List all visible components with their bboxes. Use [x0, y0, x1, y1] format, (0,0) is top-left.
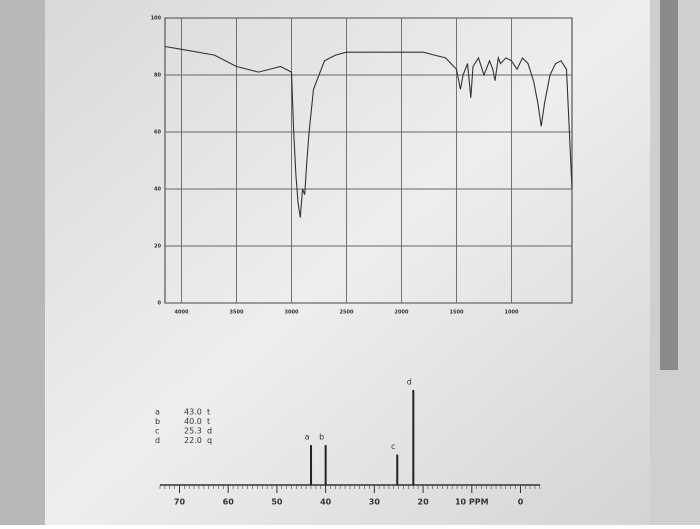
x-tick-label: 40 — [320, 498, 332, 507]
assignment-cell: 22.0 — [184, 436, 202, 445]
assignment-cell: t — [207, 417, 210, 426]
x-tick-label: 60 — [223, 498, 235, 507]
plots: 0 20 40 60 80 100 4000 3500 3000 2500 2000 1500 1000… — [151, 16, 573, 507]
x-tick-label: 3000 — [285, 310, 299, 316]
x-tick-label: 0 — [518, 498, 524, 507]
y-tick-label: 0 — [158, 301, 162, 307]
scroll-bar — [660, 0, 678, 370]
paper — [45, 0, 650, 525]
peak-label: c — [391, 442, 395, 451]
assignment-cell: d — [155, 436, 160, 445]
x-tick-label: 30 — [369, 498, 381, 507]
assignment-cell: c — [155, 427, 159, 436]
page-edge — [0, 0, 45, 525]
y-tick-label: 60 — [154, 130, 161, 136]
y-tick-label: 20 — [154, 244, 161, 250]
x-tick-label: 10 PPM — [455, 498, 489, 507]
assignment-cell: 25.3 — [184, 427, 202, 436]
x-tick-label: 4000 — [175, 310, 189, 316]
y-tick-label: 100 — [151, 16, 162, 22]
x-tick-label: 1000 — [505, 310, 519, 316]
y-tick-label: 80 — [154, 73, 161, 79]
y-tick-label: 40 — [154, 187, 161, 193]
ir-trace — [164, 45, 573, 218]
x-tick-label: 70 — [174, 498, 186, 507]
x-tick-label: 50 — [271, 498, 283, 507]
x-tick-label: 20 — [418, 498, 430, 507]
assignment-cell: 40.0 — [184, 417, 202, 426]
assignment-cell: 43.0 — [184, 408, 202, 417]
peak-label: d — [407, 378, 412, 387]
assignment-cell: d — [207, 427, 212, 436]
peak-label: b — [319, 433, 324, 442]
assignment-cell: a — [155, 408, 160, 417]
assignment-cell: t — [207, 408, 210, 417]
assignment-cell: q — [207, 436, 212, 445]
x-tick-label: 2500 — [340, 310, 354, 316]
x-tick-label: 1500 — [450, 310, 464, 316]
x-tick-label: 3500 — [230, 310, 244, 316]
x-tick-label: 2000 — [395, 310, 409, 316]
assignment-cell: b — [155, 417, 160, 426]
peak-label: a — [305, 433, 310, 442]
